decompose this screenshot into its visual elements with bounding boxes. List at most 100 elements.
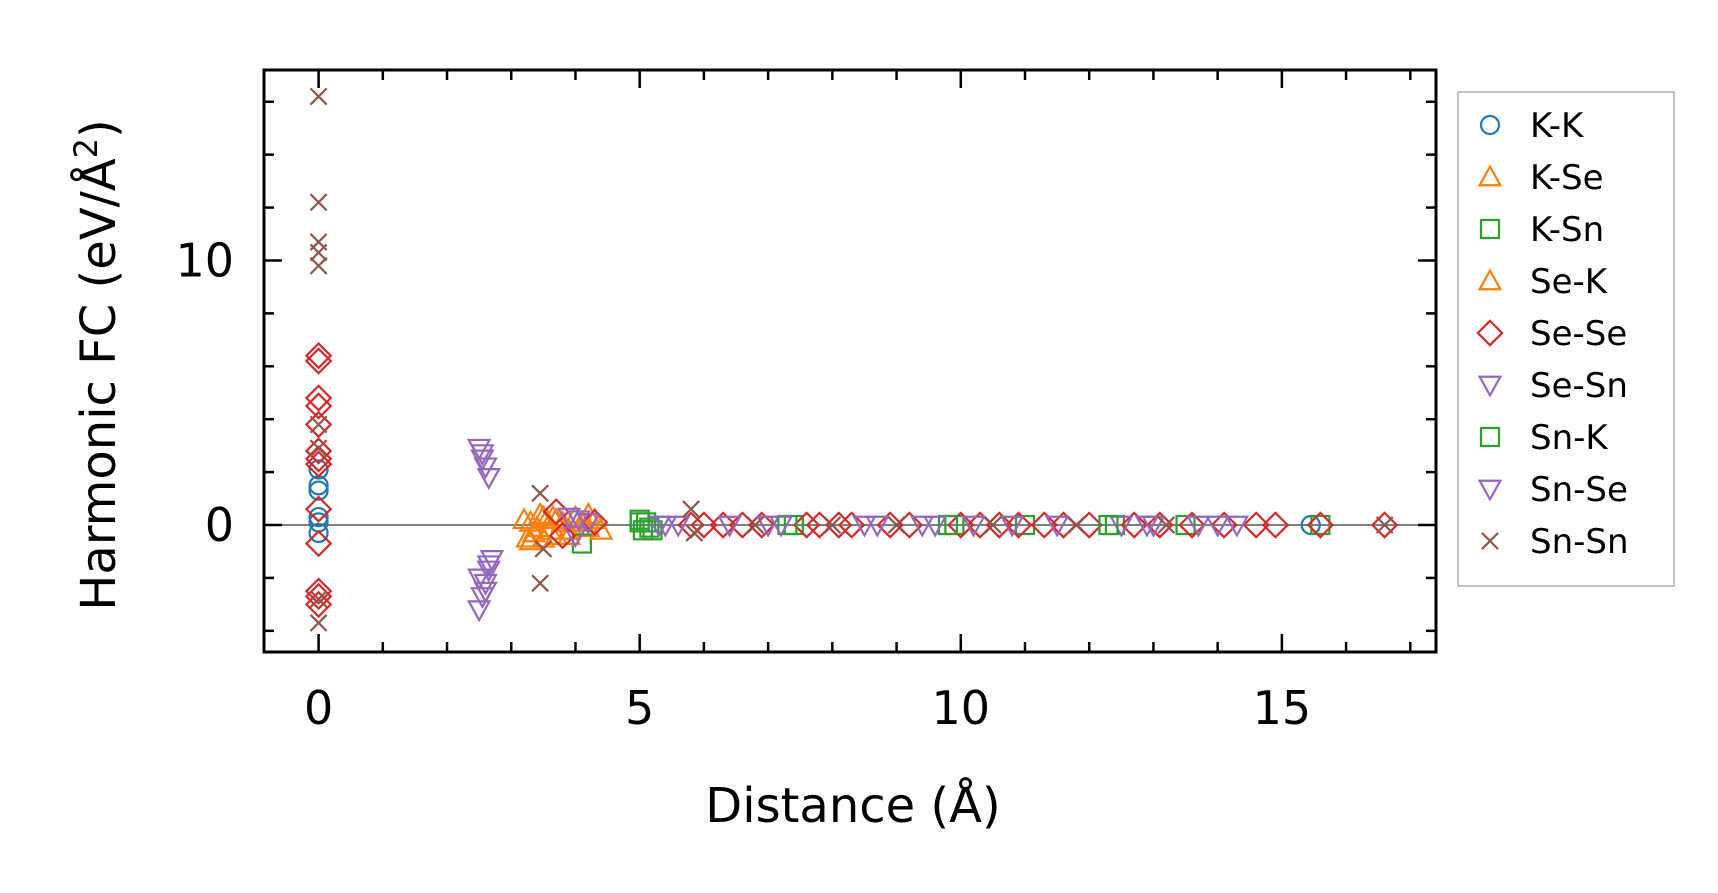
legend-item-sn-k: Sn-K xyxy=(1479,418,1609,458)
data-point-k-k xyxy=(308,522,329,544)
legend-label-k-sn: K-Sn xyxy=(1530,210,1604,250)
legend-item-sn-sn: Sn-Sn xyxy=(1481,522,1629,562)
data-point-se-se xyxy=(548,521,577,550)
data-point-sn-sn xyxy=(984,516,1002,534)
data-point-k-k xyxy=(308,506,329,528)
data-point-sn-sn xyxy=(531,484,550,503)
legend-marker-sn-sn xyxy=(1481,532,1499,550)
y-tick-labels: 0 10 xyxy=(175,233,234,552)
data-point-se-se xyxy=(747,511,776,539)
data-point-k-k xyxy=(308,459,329,480)
data-point-se-se xyxy=(304,577,333,605)
data-point-se-se xyxy=(304,392,333,420)
legend-label-sn-k: Sn-K xyxy=(1530,418,1609,458)
series-se-se xyxy=(304,342,1399,619)
data-point-sn-se xyxy=(566,510,591,533)
data-point-sn-se xyxy=(466,568,492,591)
data-point-se-sn xyxy=(717,515,742,538)
data-point-sn-k xyxy=(1098,514,1119,536)
data-point-se-se xyxy=(304,529,333,558)
data-point-se-se xyxy=(304,450,333,478)
data-point-se-sn xyxy=(865,515,890,538)
data-point-se-se xyxy=(304,590,333,619)
data-point-se-sn xyxy=(476,468,501,491)
data-point-k-se xyxy=(515,525,540,548)
data-point-sn-sn xyxy=(823,516,842,534)
data-point-sn-sn xyxy=(309,243,328,262)
x-tick-label: 0 xyxy=(304,681,333,735)
data-point-sn-se xyxy=(653,515,678,538)
data-point-k-sn xyxy=(1014,514,1036,536)
x-axis-title: Distance (Å) xyxy=(705,777,1000,834)
data-point-sn-sn xyxy=(1157,516,1176,534)
data-point-se-sn xyxy=(1186,515,1211,538)
data-point-se-k xyxy=(588,517,614,540)
data-point-se-sn xyxy=(961,515,986,538)
data-point-se-sn xyxy=(910,515,935,538)
data-point-se-se xyxy=(304,495,333,523)
legend-label-se-se: Se-Se xyxy=(1530,314,1627,354)
data-point-sn-se xyxy=(1134,515,1160,538)
data-point-k-se xyxy=(524,515,550,538)
legend-marker-k-se xyxy=(1477,164,1503,187)
data-point-se-se xyxy=(1120,511,1148,539)
data-point-se-se xyxy=(837,511,866,539)
data-point-sn-sn xyxy=(309,614,328,632)
data-point-k-sn xyxy=(1310,514,1331,536)
data-point-sn-se xyxy=(922,515,948,538)
data-point-sn-k xyxy=(937,514,959,536)
data-point-se-se xyxy=(1261,511,1290,539)
y-tick-label: 10 xyxy=(175,233,234,287)
data-point-se-se xyxy=(709,511,737,539)
data-point-se-se xyxy=(1004,511,1033,539)
data-point-se-se xyxy=(947,511,975,539)
data-point-se-se xyxy=(304,347,333,375)
y-axis-title: Harmonic FC (eV/Å2) xyxy=(67,119,127,611)
series-sn-sn xyxy=(309,87,1394,632)
data-point-se-se xyxy=(1030,511,1058,539)
data-point-se-sn xyxy=(665,515,691,538)
data-point-se-sn xyxy=(563,526,588,549)
data-point-se-se xyxy=(304,445,333,473)
data-point-sn-sn xyxy=(887,516,906,534)
data-point-se-sn xyxy=(476,560,501,583)
data-point-se-se xyxy=(1146,511,1174,539)
data-point-se-se xyxy=(690,511,718,539)
data-point-sn-sn xyxy=(309,193,328,212)
y-axis-title-superscript: 2 xyxy=(67,138,105,158)
legend-marker-k-sn xyxy=(1479,218,1501,240)
data-point-se-sn xyxy=(1044,515,1070,538)
x-tick-labels: 0 5 10 15 xyxy=(304,681,1311,735)
data-point-se-se xyxy=(792,511,821,539)
data-point-sn-sn xyxy=(534,539,553,558)
data-point-sn-se xyxy=(473,581,498,604)
x-tick-label: 10 xyxy=(932,681,991,735)
data-point-k-se xyxy=(556,517,582,540)
data-point-k-se xyxy=(511,507,537,530)
data-point-sn-sn xyxy=(309,256,328,275)
plot-frame xyxy=(262,68,1438,654)
data-point-sn-sn xyxy=(1067,516,1086,534)
x-tick-label: 15 xyxy=(1253,681,1312,735)
data-point-sn-sn xyxy=(746,516,765,534)
x-tick-label: 5 xyxy=(625,681,654,735)
data-point-k-k xyxy=(308,480,329,501)
axis-ticks-layer xyxy=(264,70,1436,652)
data-point-se-se xyxy=(304,384,333,412)
data-point-sn-sn xyxy=(682,500,700,519)
data-point-k-sn xyxy=(1175,514,1196,536)
data-point-sn-se xyxy=(768,515,794,538)
legend-label-k-k: K-K xyxy=(1530,106,1585,146)
legend-marker-sn-se xyxy=(1477,479,1503,502)
data-point-se-se xyxy=(1210,511,1238,539)
legend-marker-sn-k xyxy=(1479,426,1501,448)
legend-marker-se-k xyxy=(1477,268,1503,291)
data-point-sn-sn xyxy=(1375,516,1394,534)
series-sn-se xyxy=(466,444,1230,604)
data-point-sn-sn xyxy=(309,87,328,106)
data-point-se-k xyxy=(518,528,543,551)
legend-item-sn-se: Sn-Se xyxy=(1477,470,1628,510)
series-sn-k xyxy=(629,512,1119,541)
data-point-se-se xyxy=(1178,511,1206,539)
legend-item-se-se: Se-Se xyxy=(1476,314,1627,354)
